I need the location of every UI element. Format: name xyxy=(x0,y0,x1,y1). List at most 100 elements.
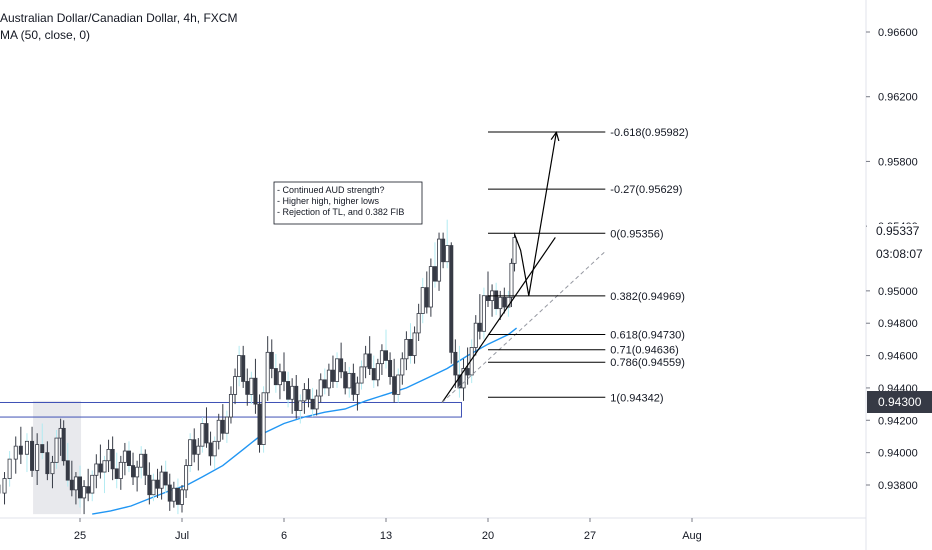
candle xyxy=(375,358,380,387)
candle-body-up xyxy=(73,476,78,491)
candle xyxy=(512,232,517,272)
fib-level: 0.618(0.94730) xyxy=(488,330,685,342)
fib-level: 0.786(0.94559) xyxy=(488,357,685,369)
candle-body-up xyxy=(50,461,55,475)
fib-label: -0.27(0.95629) xyxy=(610,184,682,196)
price-tick-label: 0.95800 xyxy=(878,156,918,168)
candle-body-up xyxy=(314,395,319,410)
candle xyxy=(126,441,131,473)
candle xyxy=(61,420,66,466)
candle xyxy=(143,449,148,485)
candle xyxy=(502,287,507,314)
time-tick-label: 25 xyxy=(74,530,86,542)
candle-body-down xyxy=(257,403,262,445)
candle-body-up xyxy=(159,471,164,489)
candle xyxy=(294,374,299,419)
candle-body-up xyxy=(7,458,12,479)
candle-body-up xyxy=(102,460,107,473)
candle-body-down xyxy=(253,377,258,405)
candle xyxy=(65,442,70,487)
candle xyxy=(269,339,274,379)
candle-body-down xyxy=(392,376,397,395)
annotation-box: - Continued AUD strength?- Higher high, … xyxy=(273,181,423,225)
candle xyxy=(330,355,335,388)
candle xyxy=(326,363,331,397)
candle xyxy=(437,232,442,291)
candle-body-up xyxy=(224,416,229,434)
price-tick-label: 0.96200 xyxy=(878,92,918,104)
candle xyxy=(204,407,209,448)
candle xyxy=(139,446,144,479)
candle xyxy=(82,480,87,515)
fib-label: 1(0.94342) xyxy=(610,392,663,404)
candle-body-up xyxy=(302,389,307,402)
candle-body-up xyxy=(481,295,486,332)
countdown-label: 03:08:07 xyxy=(876,247,923,261)
candle-body-up xyxy=(318,379,323,397)
candle-body-down xyxy=(61,427,66,462)
price-tick-label: 0.93800 xyxy=(878,480,918,492)
candle-body-up xyxy=(212,440,217,457)
candle xyxy=(449,242,454,364)
candle-body-up xyxy=(363,353,368,368)
candle xyxy=(494,282,499,316)
candle xyxy=(131,452,136,485)
candle-body-up xyxy=(509,262,514,298)
candle-body-up xyxy=(290,385,295,400)
candle xyxy=(359,360,364,390)
candle-body-down xyxy=(65,460,70,481)
candle xyxy=(335,352,340,388)
price-tick-label: 0.96600 xyxy=(878,27,918,39)
candle-body-down xyxy=(143,453,148,476)
candle-body-down xyxy=(110,449,115,470)
candle-body-down xyxy=(78,476,83,499)
fib-label: 0.618(0.94730) xyxy=(610,330,685,342)
candle-body-down xyxy=(220,419,225,434)
indicator-label[interactable]: MA (50, close, 0) xyxy=(0,28,91,42)
candle xyxy=(233,368,238,405)
candle xyxy=(273,353,278,393)
candle-body-down xyxy=(98,463,103,473)
candle xyxy=(159,465,164,500)
candle xyxy=(509,258,514,308)
candle xyxy=(428,258,433,317)
candle-body-down xyxy=(457,374,462,389)
candle-body-up xyxy=(400,358,405,376)
candle xyxy=(261,386,266,453)
candle xyxy=(18,426,23,464)
annotation-line: - Continued AUD strength? xyxy=(277,185,385,195)
candle xyxy=(379,344,384,375)
candle-body-up xyxy=(90,474,95,494)
candle xyxy=(286,371,291,408)
candle-body-down xyxy=(114,468,119,479)
candle-body-down xyxy=(465,368,470,376)
fib-level: -0.27(0.95629) xyxy=(488,184,682,196)
candle-body-down xyxy=(131,465,136,478)
candle-body-down xyxy=(86,486,91,494)
candle xyxy=(306,378,311,408)
candle xyxy=(208,431,213,466)
symbol-title[interactable]: Australian Dollar/Canadian Dollar, 4h, F… xyxy=(0,11,238,25)
annotation-line: - Rejection of TL, and 0.382 FIB xyxy=(277,207,404,217)
candle-body-down xyxy=(175,487,180,505)
candle-body-down xyxy=(40,444,45,454)
candle-body-up xyxy=(512,237,517,264)
candle xyxy=(40,423,45,460)
candle-body-up xyxy=(188,439,193,466)
candle xyxy=(171,481,176,508)
fib-level: 1(0.94342) xyxy=(488,392,664,404)
candle-body-up xyxy=(261,392,266,445)
candle xyxy=(90,470,95,502)
candle-body-down xyxy=(339,358,344,373)
candle xyxy=(30,426,35,477)
candle xyxy=(506,290,511,317)
candle xyxy=(322,368,327,395)
candle-body-down xyxy=(453,351,458,376)
candle xyxy=(94,454,99,489)
projected-path xyxy=(513,132,557,296)
candle xyxy=(355,376,360,411)
fib-label: 0.786(0.94559) xyxy=(610,357,685,369)
candle xyxy=(118,455,123,490)
